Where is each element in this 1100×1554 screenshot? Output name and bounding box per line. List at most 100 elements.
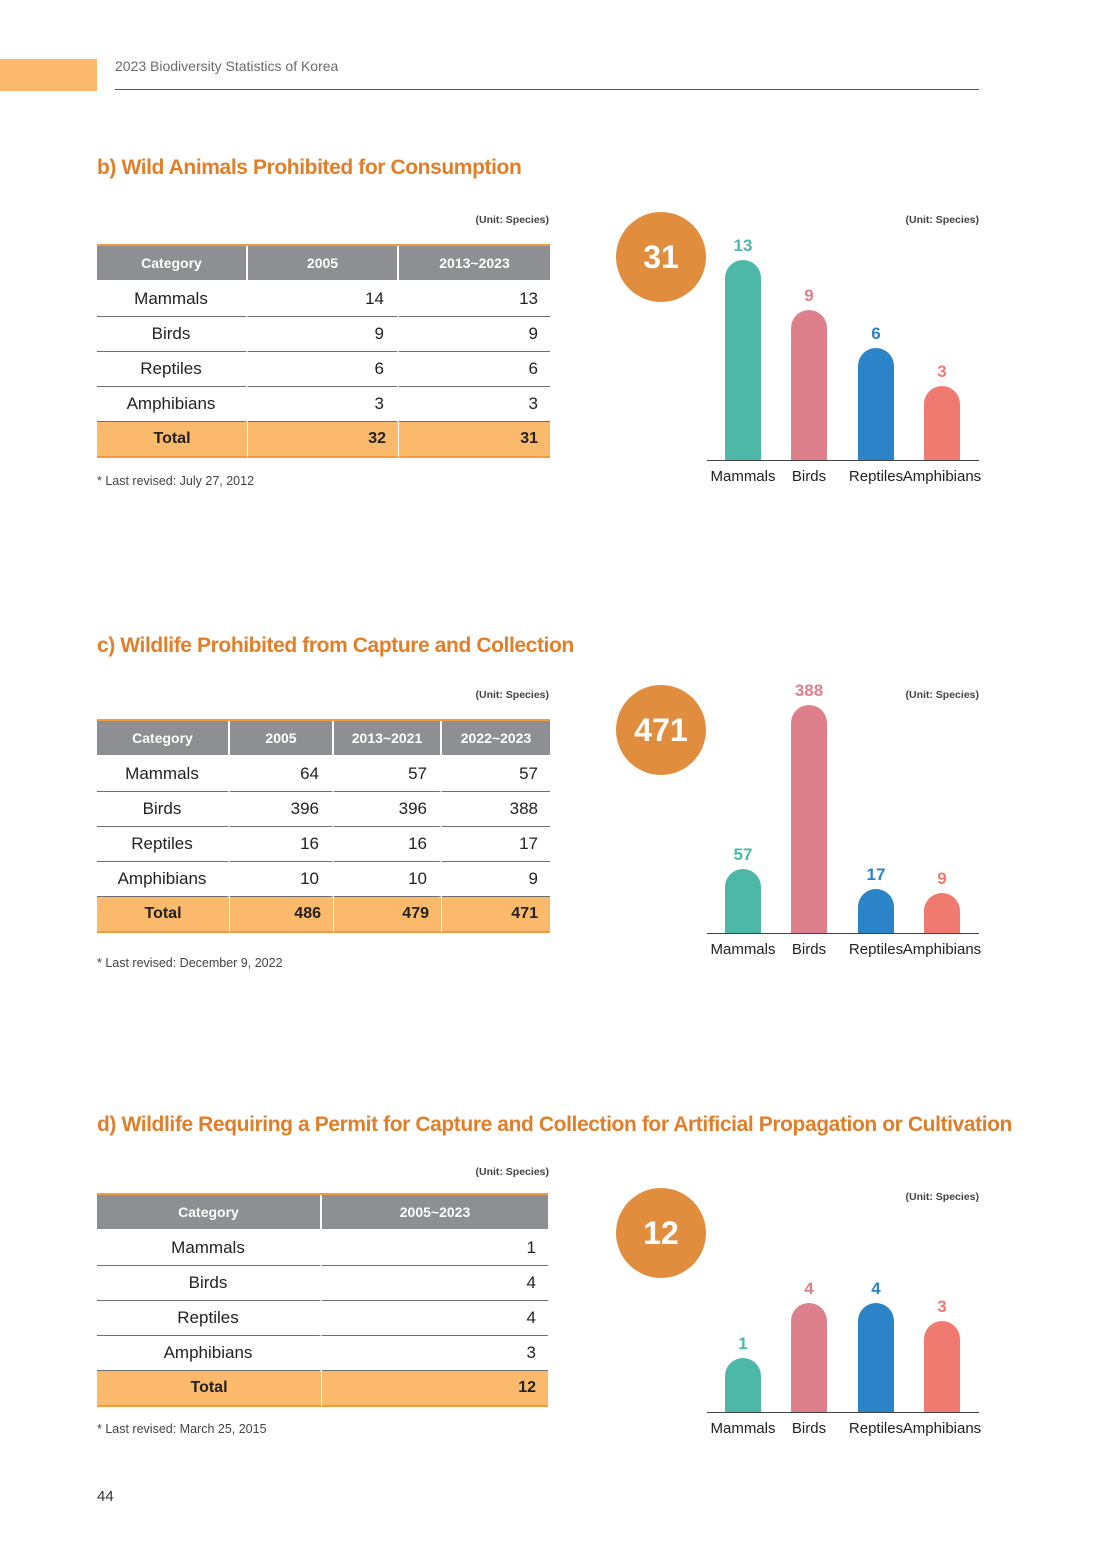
bar-amphibians [924,1321,960,1412]
table-cell: Total [97,422,248,458]
table-cell: 64 [230,757,334,792]
chart-unit-label: (Unit: Species) [905,214,979,226]
bar-amphibians [924,892,960,933]
data-label-reptiles: 4 [871,1279,881,1298]
table-cell: Mammals [97,1231,322,1266]
revision-note-c: * Last revised: December 9, 2022 [97,956,283,970]
table-cell: Amphibians [97,1336,322,1371]
table-cell: Amphibians [97,387,248,422]
chart-unit-label: (Unit: Species) [905,689,979,701]
table-cell: 10 [334,862,442,897]
category-label-mammals: Mammals [710,468,776,485]
category-label-amphibians: Amphibians [902,468,982,485]
category-label-birds: Birds [791,941,827,958]
data-label-mammals: 57 [733,844,753,864]
header-accent-tab [0,59,97,91]
table-cell: 396 [334,792,442,827]
column-header: 2022~2023 [442,721,550,757]
category-label-amphibians: Amphibians [902,1420,982,1437]
table-cell: 1 [322,1231,548,1266]
table-unit-label-b: (Unit: Species) [475,214,549,226]
data-label-reptiles: 17 [866,864,886,884]
bar-reptiles [858,888,894,933]
table-unit-label-d: (Unit: Species) [475,1166,549,1178]
table-cell: Birds [97,317,248,352]
table-cell: 12 [322,1371,548,1407]
bar-birds [791,1303,827,1412]
column-header: Category [97,721,230,757]
table-total-row: Total 12 [97,1371,548,1407]
category-label-reptiles: Reptiles [848,468,904,485]
table-row: Amphibians 3 3 [97,387,550,422]
table-cell: 10 [230,862,334,897]
table-row: Reptiles 4 [97,1301,548,1336]
table-cell: 3 [399,387,550,422]
bar-reptiles [858,1303,894,1412]
table-cell: 4 [322,1301,548,1336]
bar-birds [791,310,827,460]
section-title-b: b) Wild Animals Prohibited for Consumpti… [97,156,522,179]
table-cell: 16 [230,827,334,862]
chart-baseline [707,1412,979,1413]
table-row: Birds 9 9 [97,317,550,352]
category-label-mammals: Mammals [710,941,776,958]
data-label-mammals: 1 [738,1333,748,1353]
table-c: Category 2005 2013~2021 2022~2023 Mammal… [97,719,550,933]
table-cell: 32 [248,422,399,458]
table-row: Amphibians 10 10 9 [97,862,550,897]
table-cell: 4 [322,1266,548,1301]
table-row: Birds 4 [97,1266,548,1301]
total-circle: 12 [616,1188,706,1278]
table-cell: 57 [442,757,550,792]
bar-mammals [725,868,761,933]
column-header: Category [97,1195,322,1231]
section-title-c: c) Wildlife Prohibited from Capture and … [97,634,574,657]
column-header: 2013~2023 [399,246,550,282]
table-cell: Birds [97,1266,322,1301]
table-cell: Reptiles [97,1301,322,1336]
revision-note-b: * Last revised: July 27, 2012 [97,474,255,488]
category-label-mammals: Mammals [710,1420,776,1437]
table-cell: Birds [97,792,230,827]
total-circle: 471 [616,685,706,775]
category-label-reptiles: Reptiles [848,941,904,958]
table-header-row: Category 2005 2013~2023 [97,246,550,282]
table-b: Category 2005 2013~2023 Mammals 14 13 Bi… [97,244,550,458]
table-cell: Total [97,1371,322,1407]
table-cell: 3 [248,387,399,422]
category-label-birds: Birds [791,468,827,485]
table-cell: 388 [442,792,550,827]
page-number: 44 [97,1488,114,1505]
data-label-reptiles: 6 [871,324,881,344]
table-total-row: Total 32 31 [97,422,550,458]
table-cell: 479 [334,897,442,933]
running-header-title: 2023 Biodiversity Statistics of Korea [115,58,339,74]
data-label-amphibians: 3 [937,362,947,382]
chart-baseline [707,460,979,461]
bar-amphibians [924,386,960,460]
table-cell: Mammals [97,282,248,317]
bar-mammals [725,1357,761,1412]
table-row: Birds 396 396 388 [97,792,550,827]
table-header-row: Category 2005~2023 [97,1195,548,1231]
table-cell: 6 [399,352,550,387]
table-unit-label-c: (Unit: Species) [475,689,549,701]
table-cell: Reptiles [97,352,248,387]
table-cell: 57 [334,757,442,792]
table-cell: 13 [399,282,550,317]
header-divider [115,89,979,90]
table-row: Mammals 1 [97,1231,548,1266]
data-label-birds: 9 [804,286,814,306]
table-d: Category 2005~2023 Mammals 1 Birds 4 Rep… [97,1193,548,1407]
chart-unit-label: (Unit: Species) [905,1191,979,1203]
table-total-row: Total 486 479 471 [97,897,550,933]
data-label-birds: 388 [794,681,824,700]
table-cell: 16 [334,827,442,862]
table-header-row: Category 2005 2013~2021 2022~2023 [97,721,550,757]
section-title-d: d) Wildlife Requiring a Permit for Captu… [97,1113,1012,1136]
table-row: Mammals 64 57 57 [97,757,550,792]
column-header: 2005 [248,246,399,282]
table-cell: 3 [322,1336,548,1371]
column-header: Category [97,246,248,282]
table-cell: 9 [399,317,550,352]
